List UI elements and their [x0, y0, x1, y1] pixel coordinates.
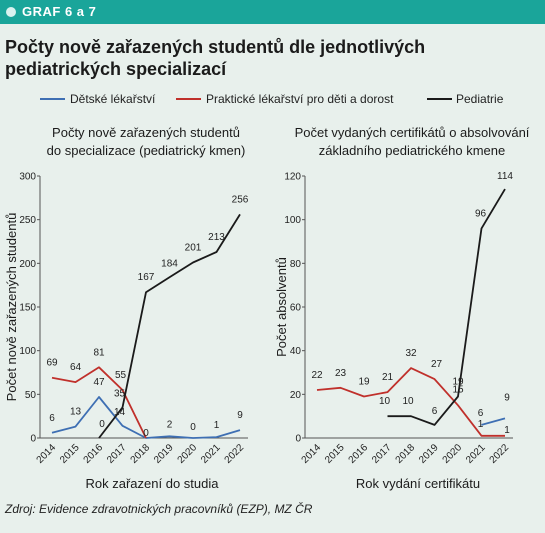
chart-1-data-label-6: 10 [402, 396, 414, 407]
chart-0-data-label-2: 64 [70, 362, 82, 373]
chart-1-data-label-14: 114 [497, 171, 513, 182]
figure-title: Počty nově zařazených studentů dle jedno… [5, 37, 426, 79]
chart-0-y-tick-label-1: 50 [25, 390, 37, 401]
chart-0-data-label-15: 0 [190, 422, 196, 433]
chart-1-x-tick-label-3: 2017 [370, 442, 394, 466]
chart-0-y-axis-label: Počet nově zařazených studentů [4, 213, 19, 402]
chart-1-x-tick-label-2: 2016 [347, 442, 371, 466]
chart-1-data-label-7: 27 [431, 359, 443, 370]
chart-1-y-tick-label-4: 80 [290, 259, 302, 270]
chart-0-series-line-1 [51, 366, 147, 439]
chart-0-x-tick-label-6: 2020 [176, 442, 200, 466]
chart-1-y-tick-label-0: 0 [295, 434, 301, 445]
chart-1-x-tick-label-5: 2019 [417, 442, 441, 466]
chart-1-data-label-15: 9 [504, 392, 510, 403]
chart-0-data-label-3: 13 [70, 407, 82, 418]
chart-0-y-tick-label-3: 150 [19, 303, 36, 314]
chart-0-series-line-2 [98, 213, 241, 439]
chart-0-x-tick-label-7: 2021 [199, 442, 223, 466]
figure-tag-label: GRAF 6 a 7 [22, 4, 97, 19]
chart-1-x-tick-label-7: 2021 [464, 442, 488, 466]
chart-1-x-tick-label-4: 2018 [394, 442, 418, 466]
chart-1-data-label-0: 22 [311, 370, 323, 381]
chart-0-data-label-4: 81 [93, 347, 105, 358]
chart-0-x-tick-label-4: 2018 [129, 442, 153, 466]
chart-0-title-line-0: Počty nově zařazených studentů [52, 125, 240, 140]
chart-0-data-label-12: 184 [161, 258, 178, 269]
chart-1-x-tick-label-8: 2022 [488, 442, 512, 466]
chart-0-data-label-1: 6 [49, 413, 55, 424]
chart-0-y-tick-label-4: 200 [19, 259, 36, 270]
chart-1-data-label-2: 19 [358, 377, 370, 388]
chart-0-data-label-0: 69 [46, 358, 58, 369]
chart-0-data-label-8: 35 [114, 388, 126, 399]
chart-1-data-label-8: 6 [432, 406, 438, 417]
legend-label-2: Pediatrie [456, 92, 504, 106]
bullet-dot-icon [6, 7, 16, 17]
chart-1-x-tick-label-6: 2020 [441, 442, 465, 466]
chart-1-series-line-2 [387, 188, 506, 426]
chart-0-x-tick-label-5: 2019 [152, 442, 176, 466]
chart-0-y-tick-label-2: 100 [19, 346, 36, 357]
chart-1-data-label-1: 23 [335, 368, 347, 379]
chart-0-data-label-13: 2 [167, 419, 173, 430]
legend-label-1: Praktické lékařství pro děti a dorost [206, 92, 394, 106]
chart-0-data-label-19: 9 [237, 410, 243, 421]
chart-0-y-tick-label-0: 0 [30, 434, 36, 445]
chart-1-x-tick-label-0: 2014 [300, 442, 324, 466]
chart-0-data-label-16: 213 [208, 232, 225, 243]
chart-1-y-tick-label-2: 40 [290, 346, 302, 357]
chart-1-data-label-16: 1 [504, 425, 510, 436]
chart-0-data-label-7: 55 [115, 370, 127, 381]
chart-0-data-label-11: 167 [138, 272, 155, 283]
figure-tag-bar: GRAF 6 a 7 [0, 0, 545, 24]
chart-1-title-line-1: základního pediatrického kmene [319, 143, 505, 158]
chart-0-x-tick-label-8: 2022 [223, 442, 247, 466]
chart-1-x-axis-label: Rok vydání certifikátu [356, 476, 480, 491]
source-note: Zdroj: Evidence zdravotnických pracovník… [5, 502, 313, 516]
chart-1-y-tick-label-5: 100 [284, 215, 301, 226]
chart-0-data-label-14: 201 [185, 242, 202, 253]
chart-0-x-tick-label-2: 2016 [82, 442, 106, 466]
chart-1-data-label-5: 32 [405, 348, 417, 359]
chart-1-data-label-11: 96 [475, 208, 487, 219]
chart-0-data-label-10: 0 [143, 428, 149, 439]
chart-1-x-tick-label-1: 2015 [323, 442, 347, 466]
chart-1-data-label-10: 15 [452, 384, 464, 395]
chart-0-y-tick-label-6: 300 [19, 172, 36, 183]
chart-0-x-tick-label-0: 2014 [35, 442, 59, 466]
chart-1-y-tick-label-3: 60 [290, 303, 302, 314]
chart-0-x-tick-label-3: 2017 [105, 442, 129, 466]
chart-0-title-line-1: do specializace (pediatrický kmen) [47, 143, 246, 158]
chart-1-y-tick-label-6: 120 [284, 172, 301, 183]
chart-0-x-tick-label-1: 2015 [58, 442, 82, 466]
chart-1-series-line-1 [316, 367, 505, 437]
chart-1-data-label-9: 19 [452, 377, 464, 388]
chart-0-x-axis-label: Rok zařazení do studia [86, 476, 220, 491]
chart-1-series-line-0 [481, 417, 506, 426]
chart-1-y-tick-label-1: 20 [290, 390, 302, 401]
chart-0-data-label-9: 14 [114, 407, 126, 418]
chart-0-data-label-17: 1 [214, 420, 220, 431]
chart-1-data-label-4: 10 [379, 396, 391, 407]
chart-1-data-label-3: 21 [382, 372, 394, 383]
chart-0-data-label-5: 47 [93, 377, 105, 388]
chart-1-data-label-13: 1 [478, 419, 484, 430]
chart-1-title-line-0: Počet vydaných certifikátů o absolvování [295, 125, 530, 140]
legend-label-0: Dětské lékařství [70, 92, 156, 106]
chart-0-data-label-18: 256 [232, 194, 249, 205]
chart-0-y-tick-label-5: 250 [19, 215, 36, 226]
chart-1-data-label-12: 6 [478, 408, 484, 419]
chart-0-data-label-6: 0 [99, 419, 105, 430]
chart-1-y-axis-label: Počet absolventů [274, 257, 289, 357]
